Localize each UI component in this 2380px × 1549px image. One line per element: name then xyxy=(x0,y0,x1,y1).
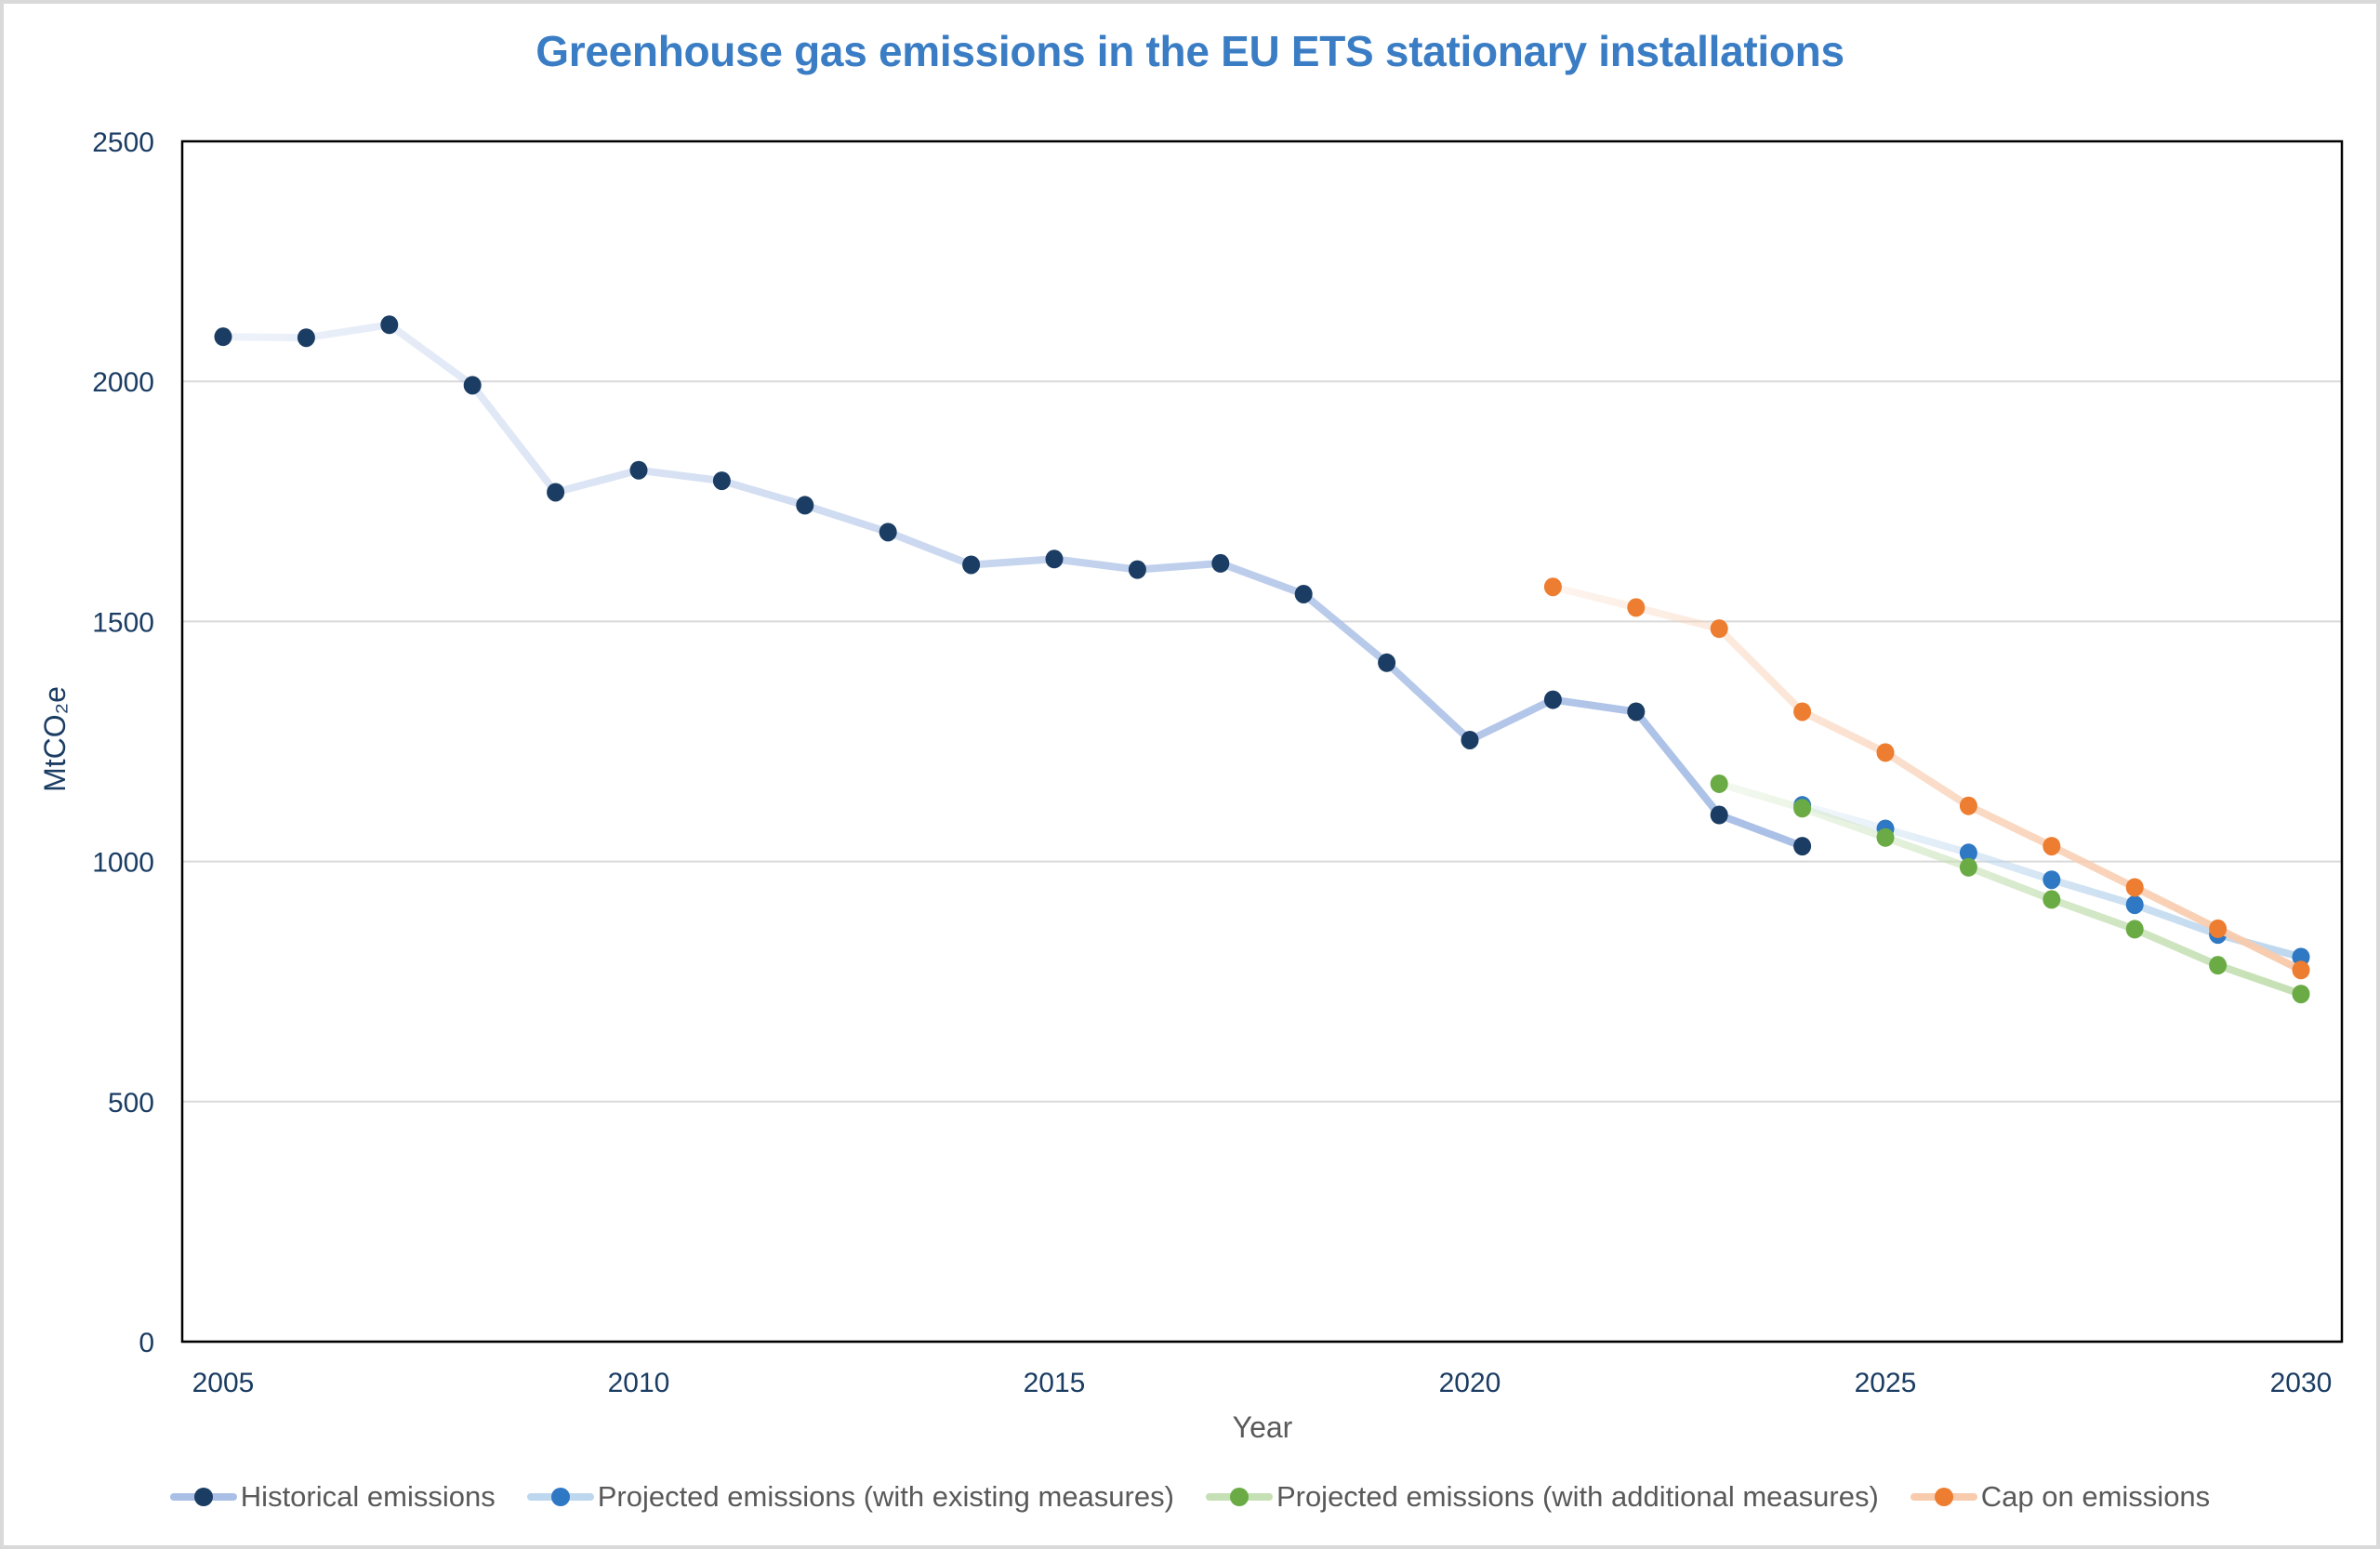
data-point xyxy=(297,328,315,348)
legend-item: Historical emissions xyxy=(169,1480,496,1514)
y-tick-label: 2000 xyxy=(92,367,154,398)
series-line xyxy=(1549,583,2305,974)
x-tick-label: 2010 xyxy=(608,1368,670,1398)
plot-area-border xyxy=(180,139,2344,1344)
data-point xyxy=(463,376,482,395)
chart-title: Greenhouse gas emissions in the EU ETS s… xyxy=(536,27,1844,75)
data-point xyxy=(1710,774,1728,793)
legend-label: Cap on emissions xyxy=(1980,1480,2211,1513)
data-point xyxy=(1294,584,1313,603)
data-point xyxy=(2292,985,2310,1004)
legend-item: Projected emissions (with additional mea… xyxy=(1205,1480,1879,1514)
data-point xyxy=(2125,920,2144,939)
x-tick-label: 2005 xyxy=(192,1368,255,1398)
data-point xyxy=(1959,796,1977,815)
x-tick-label: 2020 xyxy=(1439,1368,1501,1398)
data-point xyxy=(962,555,981,575)
data-point xyxy=(1627,598,1646,617)
legend-item: Cap on emissions xyxy=(1910,1480,2211,1514)
y-tick-label: 1000 xyxy=(92,848,154,879)
x-tick-label: 2025 xyxy=(1855,1368,1917,1398)
series-historical-emissions xyxy=(214,315,1812,856)
data-point xyxy=(1543,690,1562,709)
data-point xyxy=(1876,827,1895,847)
legend-marker-icon xyxy=(1910,1486,1977,1508)
y-tick-label: 500 xyxy=(108,1088,154,1119)
y-tick-label: 0 xyxy=(139,1328,154,1358)
data-point xyxy=(879,523,897,542)
data-point xyxy=(214,327,232,347)
data-point xyxy=(629,460,648,480)
legend-label: Historical emissions xyxy=(240,1480,496,1513)
legend-marker-icon xyxy=(1205,1486,1273,1508)
data-point xyxy=(1128,560,1146,579)
data-point xyxy=(2209,919,2228,938)
x-tick-label: 2030 xyxy=(2270,1368,2333,1398)
series-projected-emissions-with-existing-measures xyxy=(1793,796,2310,967)
series-line xyxy=(1715,779,2305,999)
y-tick-label: 2500 xyxy=(92,127,154,158)
data-point xyxy=(2043,870,2061,890)
data-point xyxy=(1045,549,1064,569)
series-cap-on-emissions xyxy=(1543,577,2310,980)
y-axis-ticks: 0 500 1000 1500 2000 2500 xyxy=(92,127,154,1358)
data-point xyxy=(1627,702,1646,722)
data-point xyxy=(1710,619,1728,639)
data-point xyxy=(1959,843,1977,863)
data-point xyxy=(380,315,399,335)
legend-marker-icon xyxy=(526,1486,594,1508)
data-point xyxy=(2292,960,2310,980)
data-point xyxy=(1378,653,1396,672)
series-projected-emissions-with-additional-measures xyxy=(1710,774,2310,1004)
data-point xyxy=(796,496,814,515)
series-line xyxy=(219,321,1806,851)
x-axis-ticks: 2005 2010 2015 2020 2025 2030 xyxy=(192,1368,2333,1398)
x-tick-label: 2015 xyxy=(1024,1368,1086,1398)
y-axis-title: MtCO₂e xyxy=(38,686,72,792)
data-point xyxy=(1959,857,1977,877)
data-point xyxy=(547,483,565,502)
y-tick-label: 1500 xyxy=(92,607,154,638)
data-point xyxy=(1211,553,1230,573)
data-point xyxy=(1876,743,1895,762)
data-point xyxy=(1543,577,1562,597)
data-point xyxy=(2125,895,2144,915)
data-point xyxy=(1793,702,1812,722)
legend-item: Projected emissions (with existing measu… xyxy=(526,1480,1174,1514)
x-axis-title: Year xyxy=(1233,1410,1293,1444)
data-point xyxy=(2043,837,2061,856)
data-point xyxy=(2043,890,2061,909)
legend-label: Projected emissions (with existing measu… xyxy=(597,1480,1174,1513)
data-point xyxy=(2292,947,2310,967)
legend-marker-icon xyxy=(169,1486,237,1508)
data-point xyxy=(1793,837,1812,856)
data-point xyxy=(2125,878,2144,897)
data-point xyxy=(1710,805,1728,825)
legend-label: Projected emissions (with additional mea… xyxy=(1276,1480,1879,1513)
data-point xyxy=(1793,799,1812,818)
data-point xyxy=(2209,956,2228,975)
data-point xyxy=(712,471,731,491)
legend: Historical emissions Projected emissions … xyxy=(0,1480,2380,1514)
series-layer xyxy=(214,315,2310,1004)
grid-lines xyxy=(182,380,2342,1344)
data-point xyxy=(1461,730,1479,749)
